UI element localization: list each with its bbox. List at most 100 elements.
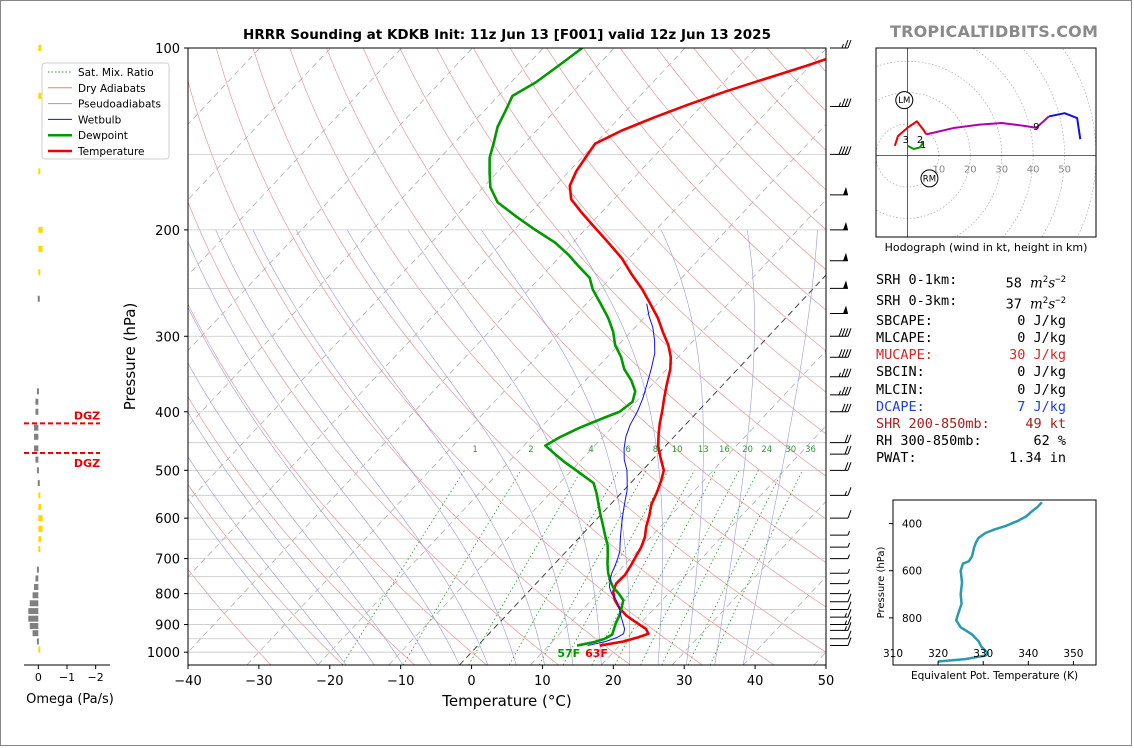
- wind-barb-flag: [843, 252, 848, 261]
- wind-barb: [830, 589, 850, 595]
- param-value: 30 J/kg: [1009, 347, 1066, 364]
- dry-adiabat-line: [472, 48, 826, 435]
- x-tick-label: 40: [747, 674, 764, 689]
- hodograph-height-label: 9: [1033, 122, 1039, 133]
- omega-bar: [28, 615, 39, 622]
- theta-e-x-tick-label: 330: [973, 648, 993, 660]
- hodograph-height-label: 2: [917, 135, 923, 146]
- theta-e-line: [938, 501, 1043, 663]
- param-value: 58 m2s−2: [1005, 275, 1066, 292]
- omega-bar: [35, 408, 39, 415]
- wind-barb-full: [844, 39, 849, 49]
- isotherm-line: [188, 48, 544, 427]
- param-value: 37 m2s−2: [1005, 295, 1066, 313]
- dgz-label: DGZ: [74, 457, 100, 470]
- wind-barb-half: [844, 626, 847, 631]
- mixing-ratio-label: 16: [719, 445, 730, 455]
- isotherm-line: [388, 199, 826, 665]
- omega-bar: [38, 45, 42, 51]
- wind-barb-half: [844, 620, 847, 625]
- omega-bar: [38, 269, 41, 276]
- isotherm-line: [459, 274, 826, 665]
- pseudo-adiabat-line: [742, 229, 818, 665]
- mixing-ratio-label: 24: [761, 445, 772, 455]
- mixing-ratio-label: 1: [472, 445, 477, 455]
- omega-bar: [38, 515, 43, 522]
- mixing-ratio-label: 4: [588, 445, 593, 455]
- y-tick-label: 800: [155, 588, 180, 603]
- wind-barb: [830, 280, 848, 289]
- dry-adiabat-line: [546, 48, 826, 352]
- x-tick-label: 30: [676, 674, 693, 689]
- wind-barb-half: [844, 491, 847, 496]
- omega-bar: [36, 467, 39, 474]
- wind-barb-half: [847, 542, 850, 548]
- wind-barb: [830, 601, 852, 611]
- y-tick-label: 600: [155, 512, 180, 527]
- mixing-ratio-line: [508, 470, 620, 665]
- hodograph-trace: [1048, 112, 1082, 140]
- mixing-ratio-label: 2: [528, 445, 533, 455]
- wind-barb: [830, 349, 852, 358]
- wind-barb-flag: [843, 221, 848, 230]
- wind-barb-half: [838, 102, 841, 107]
- isotherm-line: [188, 48, 473, 352]
- hodograph-ring-label: 10: [932, 165, 945, 176]
- wind-barb: [830, 98, 852, 108]
- pseudo-adiabat-line: [714, 229, 755, 665]
- mixing-ratio-line: [661, 470, 759, 665]
- sounding-parameters-panel: SRH 0-1km: 58 m2s−2 SRH 0-3km: 37 m2s−2 SBCA…: [876, 272, 1066, 467]
- isotherm-line: [601, 425, 826, 665]
- wind-barb-flag: [843, 280, 848, 289]
- wind-barb: [830, 630, 852, 640]
- isotherm-line: [188, 48, 757, 653]
- omega-bar: [28, 608, 39, 615]
- y-axis-label: Pressure (hPa): [121, 303, 139, 411]
- omega-tick-label: 0: [35, 671, 42, 684]
- wind-barb: [830, 616, 852, 626]
- x-tick-label: 0: [467, 674, 475, 689]
- mixing-ratio-label: 30: [785, 445, 796, 455]
- wind-barb: [830, 434, 852, 444]
- param-row: SRH 0-1km: 58 m2s−2: [876, 272, 1066, 293]
- isotherm-line: [246, 48, 826, 665]
- dry-adiabat-line: [252, 48, 775, 665]
- param-value: 49 kt: [1025, 415, 1066, 432]
- wind-barb-full: [838, 146, 843, 155]
- mixing-ratio-label: 13: [698, 445, 709, 455]
- param-value: 0 J/kg: [1017, 381, 1066, 398]
- omega-tick-label: −2: [88, 671, 104, 684]
- wind-barb-full: [847, 403, 852, 412]
- param-label: PWAT:: [876, 449, 917, 466]
- hodograph-ring-label: 30: [995, 165, 1008, 176]
- isotherm-line: [0, 48, 47, 665]
- y-tick-label: 1000: [147, 646, 180, 661]
- wind-barb: [830, 445, 852, 455]
- param-row: SRH 0-3km: 37 m2s−2: [876, 293, 1066, 314]
- brand-watermark: TROPICALTIDBITS.COM: [890, 22, 1099, 41]
- hodograph-trace: [926, 115, 1050, 136]
- omega-tick-label: −1: [59, 671, 75, 684]
- wind-barb: [830, 186, 848, 196]
- param-value: 0 J/kg: [1017, 364, 1066, 381]
- wind-barb-full: [841, 403, 846, 412]
- wind-barb: [830, 569, 850, 574]
- y-tick-label: 900: [155, 619, 180, 634]
- dry-adiabat-line: [289, 48, 826, 653]
- x-tick-label: −30: [245, 674, 272, 689]
- wind-barb-half: [838, 372, 841, 377]
- isotherm-line: [188, 48, 331, 201]
- hodograph-height-label: 1: [920, 140, 926, 151]
- dry-adiabat-line: [509, 48, 826, 393]
- param-row: SHR 200-850mb: 49 kt: [876, 416, 1066, 433]
- param-label: SRH 0-3km:: [876, 292, 958, 309]
- wind-barb-full: [844, 146, 849, 155]
- omega-bar: [35, 398, 39, 405]
- wind-barb: [830, 530, 850, 536]
- y-tick-label: 300: [155, 330, 180, 345]
- omega-bar: [29, 623, 39, 630]
- pseudo-adiabat-line: [481, 229, 631, 665]
- omega-bar: [34, 584, 39, 591]
- theta-e-x-axis-label: Equivalent Pot. Temperature (K): [911, 670, 1078, 682]
